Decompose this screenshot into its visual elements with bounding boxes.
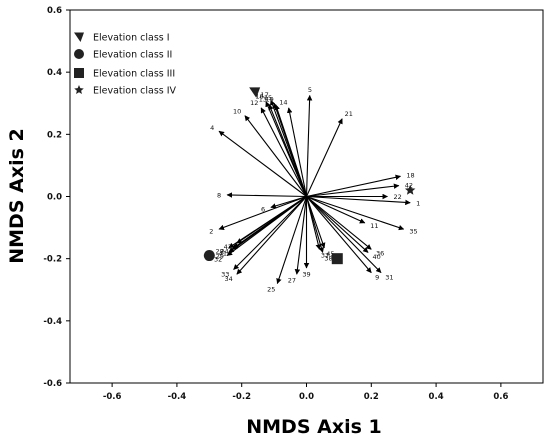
legend-marker-star bbox=[74, 85, 84, 95]
vector-label: 5 bbox=[308, 86, 312, 94]
y-tick-label: -0.2 bbox=[43, 255, 62, 265]
vector-label: 32 bbox=[214, 256, 222, 264]
vector-label: 18 bbox=[406, 172, 414, 180]
vector-arrow bbox=[218, 130, 307, 197]
vector-arrow bbox=[218, 195, 307, 230]
vector-arrow bbox=[244, 115, 307, 197]
vector-label: 41 bbox=[219, 249, 227, 257]
vector-label: 19 bbox=[266, 96, 274, 104]
point-circle bbox=[203, 250, 215, 262]
x-tick-label: 0.0 bbox=[299, 392, 314, 402]
x-tick-label: -0.4 bbox=[168, 392, 187, 402]
vector-label: 28 bbox=[215, 248, 223, 256]
vector-label: 24 bbox=[220, 248, 228, 256]
vector-label: 45 bbox=[326, 250, 334, 258]
legend-marker-square bbox=[74, 68, 84, 78]
vector-label: 8 bbox=[217, 191, 221, 199]
vector-arrow bbox=[306, 118, 343, 197]
legend-marker-triangle-left bbox=[74, 32, 84, 42]
vector-label: 39 bbox=[302, 270, 310, 278]
vector-arrow bbox=[306, 195, 405, 231]
vector-arrow bbox=[260, 107, 307, 197]
y-tick-label: 0.6 bbox=[47, 6, 62, 16]
vector-arrow bbox=[265, 101, 308, 197]
vector-arrow bbox=[236, 196, 307, 244]
vector-label: 1 bbox=[416, 200, 420, 208]
legend-marker-circle bbox=[74, 49, 84, 59]
vector-label: 6 bbox=[261, 206, 265, 214]
legend: Elevation class I Elevation class II Eleva… bbox=[74, 32, 177, 97]
vector-label: 14 bbox=[279, 99, 287, 107]
vector-label: 29 bbox=[216, 252, 224, 260]
x-tick-label: -0.6 bbox=[103, 392, 122, 402]
point-square bbox=[331, 253, 343, 265]
y-tick-label: -0.6 bbox=[43, 379, 62, 389]
legend-label: Elevation class II bbox=[93, 50, 172, 61]
x-axis-label: NMDS Axis 1 bbox=[246, 416, 382, 438]
legend-label: Elevation class I bbox=[93, 33, 170, 44]
vector-arrow bbox=[306, 196, 372, 274]
vector-label: 17 bbox=[261, 91, 269, 99]
vector-arrow bbox=[306, 196, 382, 274]
vector-label: 27 bbox=[288, 277, 296, 285]
vector-label: 36 bbox=[376, 250, 384, 258]
vector-label: 42 bbox=[405, 181, 413, 189]
vector-arrow bbox=[233, 196, 307, 270]
vector-arrow bbox=[305, 94, 313, 197]
vector-label: 13 bbox=[259, 96, 267, 104]
vector-arrow bbox=[270, 195, 307, 209]
vector-arrow bbox=[306, 174, 401, 198]
vector-label: 33 bbox=[221, 270, 229, 278]
vector-arrow bbox=[306, 196, 372, 250]
vector-arrow bbox=[274, 104, 308, 197]
x-tick-label: -0.2 bbox=[232, 392, 251, 402]
vector-label: 15 bbox=[264, 94, 272, 102]
x-tick-label: 0.4 bbox=[429, 392, 444, 402]
point-layer bbox=[203, 87, 416, 265]
vector-arrow bbox=[306, 195, 366, 224]
vector-label: 40 bbox=[372, 253, 380, 261]
vector-arrow bbox=[226, 192, 307, 198]
point-triangle-left bbox=[249, 87, 261, 98]
y-tick-label: -0.4 bbox=[43, 317, 62, 327]
vector-label: 31 bbox=[385, 273, 393, 281]
vector-label: 12 bbox=[250, 99, 258, 107]
vector-arrow bbox=[286, 107, 308, 197]
y-tick-label: 0.0 bbox=[47, 193, 62, 203]
vector-label: 9 bbox=[375, 274, 379, 282]
point-star bbox=[404, 184, 416, 195]
vector-label: 34 bbox=[225, 275, 233, 283]
y-axis-label: NMDS Axis 2 bbox=[6, 128, 28, 264]
x-tick-label: 0.6 bbox=[493, 392, 508, 402]
vector-label: 43 bbox=[224, 243, 232, 251]
vector-label: 4 bbox=[210, 124, 214, 132]
vector-label: 35 bbox=[409, 228, 417, 236]
vector-label: 21 bbox=[345, 110, 353, 118]
vector-label: 10 bbox=[233, 107, 241, 115]
legend-label: Elevation class IV bbox=[93, 86, 177, 97]
vector-label: 11 bbox=[370, 222, 378, 230]
vector-label: 2 bbox=[209, 228, 213, 236]
vector-arrow bbox=[276, 196, 308, 285]
vector-label: 25 bbox=[267, 286, 275, 294]
vector-label: 22 bbox=[393, 193, 401, 201]
tick-layer: -0.6 -0.4 -0.2 0.0 0.2 0.4 0.6 -0.6 -0.4 -0.2 0.0 0… bbox=[43, 6, 508, 402]
y-tick-label: 0.4 bbox=[47, 68, 62, 78]
x-tick-label: 0.2 bbox=[364, 392, 379, 402]
vector-arrow bbox=[294, 196, 308, 275]
vector-label: 38 bbox=[324, 255, 332, 263]
legend-label: Elevation class III bbox=[93, 69, 175, 80]
vector-arrow bbox=[305, 196, 326, 249]
vector-arrow bbox=[306, 183, 400, 198]
vector-arrow bbox=[306, 195, 411, 206]
y-tick-label: 0.2 bbox=[47, 130, 62, 140]
vector-arrow bbox=[306, 196, 369, 253]
vector-arrow bbox=[236, 196, 307, 275]
vector-label: 16 bbox=[255, 93, 263, 101]
vector-label: 37 bbox=[321, 252, 329, 260]
